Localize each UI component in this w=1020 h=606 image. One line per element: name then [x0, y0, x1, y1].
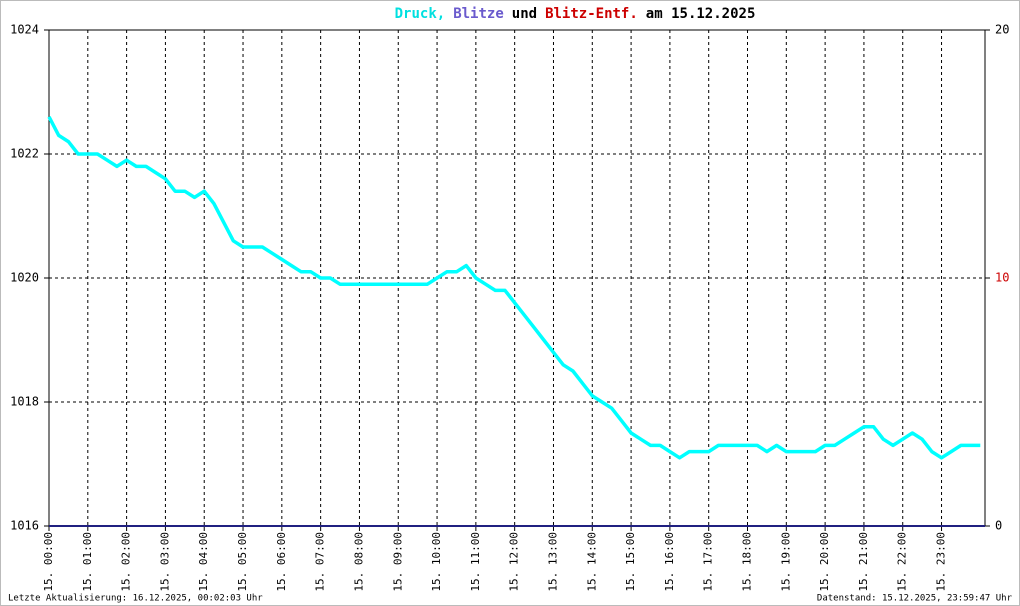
- title-part: und: [512, 6, 537, 22]
- y-tick-label: 1022: [10, 147, 39, 161]
- x-tick-label: 15. 14:00: [585, 532, 598, 592]
- x-tick-label: 15. 05:00: [236, 532, 249, 592]
- x-tick-label: 15. 02:00: [120, 532, 133, 592]
- x-tick-label: 15. 23:00: [935, 532, 948, 592]
- x-tick-label: 15. 13:00: [546, 532, 559, 592]
- x-tick-label: 15. 15:00: [624, 532, 637, 592]
- title-part: Blitz-Entf.: [545, 6, 638, 22]
- x-tick-label: 15. 20:00: [818, 532, 831, 592]
- x-tick-label: 15. 07:00: [314, 532, 327, 592]
- chart-title: Druck, Blitze und Blitz-Entf. am 15.12.2025: [395, 6, 756, 22]
- x-tick-label: 15. 00:00: [42, 532, 55, 592]
- title-part: Blitze: [453, 6, 504, 22]
- x-tick-label: 15. 17:00: [702, 532, 715, 592]
- footer-left: Letzte Aktualisierung: 16.12.2025, 00:02…: [8, 594, 263, 604]
- x-tick-label: 15. 18:00: [741, 532, 754, 592]
- x-tick-label: 15. 12:00: [508, 532, 521, 592]
- y2-tick-label: 10: [995, 271, 1009, 285]
- y2-tick-label: 0: [995, 519, 1002, 533]
- series-line: [47, 115, 981, 460]
- x-tick-label: 15. 11:00: [469, 532, 482, 592]
- x-tick-label: 15. 03:00: [158, 532, 171, 592]
- x-tick-label: 15. 16:00: [663, 532, 676, 592]
- y-tick-label: 1016: [10, 519, 39, 533]
- title-part: am 15.12.2025: [646, 6, 756, 22]
- y-tick-label: 1024: [10, 23, 39, 37]
- x-tick-label: 15. 21:00: [857, 532, 870, 592]
- x-tick-label: 15. 10:00: [430, 532, 443, 592]
- x-tick-label: 15. 19:00: [779, 532, 792, 592]
- footer-right: Datenstand: 15.12.2025, 23:59:47 Uhr: [817, 594, 1013, 604]
- x-tick-label: 15. 08:00: [352, 532, 365, 592]
- x-tick-label: 15. 01:00: [81, 532, 94, 592]
- x-tick-label: 15. 06:00: [275, 532, 288, 592]
- title-part: Druck,: [395, 6, 446, 22]
- x-tick-label: 15. 04:00: [197, 532, 210, 592]
- y-tick-label: 1020: [10, 271, 39, 285]
- x-tick-label: 15. 09:00: [391, 532, 404, 592]
- x-tick-label: 15. 22:00: [896, 532, 909, 592]
- y-tick-label: 1018: [10, 395, 39, 409]
- y2-tick-label: 20: [995, 23, 1009, 37]
